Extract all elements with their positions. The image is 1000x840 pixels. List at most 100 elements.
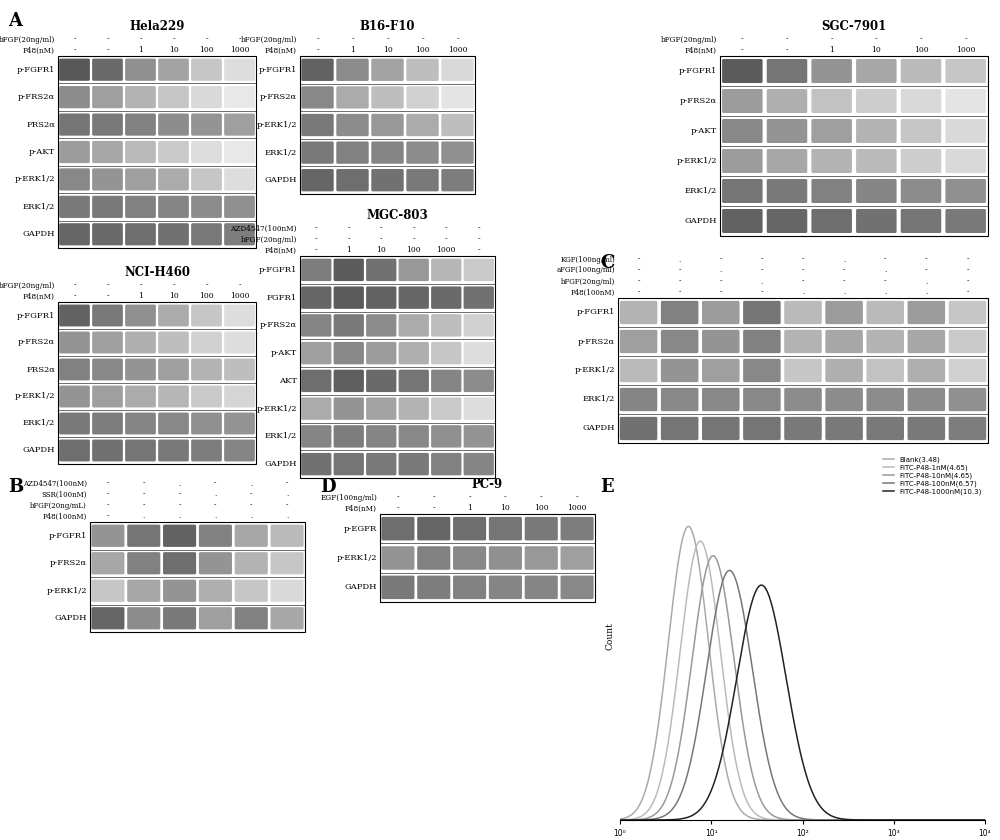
- Text: -: -: [107, 512, 109, 521]
- FancyBboxPatch shape: [158, 168, 189, 191]
- Text: FGFR1: FGFR1: [267, 294, 297, 302]
- Text: 10: 10: [871, 46, 881, 55]
- Text: p-ERK1/2: p-ERK1/2: [256, 121, 297, 129]
- Text: -: -: [720, 288, 722, 297]
- Text: -: -: [504, 493, 507, 501]
- FancyBboxPatch shape: [125, 332, 156, 354]
- Text: -: -: [238, 35, 241, 44]
- FancyBboxPatch shape: [191, 386, 222, 407]
- Text: -: -: [741, 35, 744, 44]
- Text: p-FRS2α: p-FRS2α: [18, 93, 55, 101]
- FancyBboxPatch shape: [336, 87, 369, 108]
- Text: AZD4547(100nM): AZD4547(100nM): [23, 480, 87, 487]
- FancyBboxPatch shape: [561, 546, 594, 570]
- FancyBboxPatch shape: [784, 330, 822, 353]
- Bar: [720, 56, 988, 236]
- Text: GAPDH: GAPDH: [22, 230, 55, 239]
- Text: p-ERK1/2: p-ERK1/2: [46, 587, 87, 595]
- Text: -: -: [637, 255, 640, 264]
- FancyBboxPatch shape: [431, 314, 461, 337]
- Text: -: -: [172, 281, 175, 290]
- Text: -: -: [802, 255, 804, 264]
- FancyBboxPatch shape: [856, 149, 897, 173]
- Blank(3.48): [708, 688, 720, 698]
- Text: -: -: [316, 46, 319, 55]
- Text: -: -: [637, 266, 640, 275]
- Text: p-EGFR: p-EGFR: [344, 525, 377, 533]
- Text: -: -: [214, 501, 217, 510]
- FancyBboxPatch shape: [125, 86, 156, 108]
- Text: -: -: [139, 281, 142, 290]
- Text: .: .: [802, 288, 804, 297]
- Text: .: .: [214, 512, 217, 521]
- Text: -: -: [720, 277, 722, 286]
- FancyBboxPatch shape: [271, 580, 304, 602]
- FancyBboxPatch shape: [431, 425, 461, 448]
- FancyBboxPatch shape: [366, 370, 396, 392]
- FancyBboxPatch shape: [334, 425, 364, 448]
- Text: GAPDH: GAPDH: [22, 447, 55, 454]
- Text: -: -: [477, 235, 480, 244]
- FancyBboxPatch shape: [825, 388, 863, 411]
- FancyBboxPatch shape: [908, 388, 945, 411]
- FancyBboxPatch shape: [334, 397, 364, 420]
- FancyBboxPatch shape: [811, 149, 852, 173]
- FancyBboxPatch shape: [91, 607, 124, 629]
- FITC-P48-1000nM(10.3): [780, 670, 792, 680]
- Bar: [90, 522, 305, 632]
- Line: FITC-P48-1nM(4.65): FITC-P48-1nM(4.65): [620, 541, 985, 820]
- FancyBboxPatch shape: [224, 223, 255, 245]
- FancyBboxPatch shape: [620, 301, 657, 324]
- Text: .: .: [884, 266, 886, 275]
- FITC-P48-10nM(4.65): [889, 815, 901, 825]
- Text: -: -: [351, 35, 354, 44]
- Text: 10: 10: [169, 292, 178, 301]
- FancyBboxPatch shape: [224, 305, 255, 327]
- Text: 1000: 1000: [230, 292, 249, 301]
- Text: 1000: 1000: [956, 46, 975, 55]
- FancyBboxPatch shape: [59, 412, 90, 434]
- FancyBboxPatch shape: [59, 196, 90, 218]
- FITC-P48-1000nM(10.3): [708, 779, 720, 789]
- FancyBboxPatch shape: [901, 119, 941, 143]
- Text: -: -: [966, 266, 969, 275]
- Text: -: -: [143, 501, 145, 510]
- FancyBboxPatch shape: [431, 453, 461, 475]
- FancyBboxPatch shape: [901, 209, 941, 233]
- Text: .: .: [286, 512, 288, 521]
- FancyBboxPatch shape: [59, 386, 90, 407]
- FancyBboxPatch shape: [431, 286, 461, 309]
- FancyBboxPatch shape: [784, 301, 822, 324]
- Text: .: .: [178, 512, 181, 521]
- Text: -: -: [678, 277, 681, 286]
- FancyBboxPatch shape: [901, 149, 941, 173]
- FancyBboxPatch shape: [945, 179, 986, 203]
- FITC-P48-100nM(6.57): [830, 815, 842, 825]
- Text: bFGF(20ng/ml): bFGF(20ng/ml): [661, 35, 717, 44]
- FancyBboxPatch shape: [949, 417, 986, 440]
- Text: .: .: [178, 480, 181, 487]
- FITC-P48-100nM(6.57): [858, 815, 870, 825]
- FancyBboxPatch shape: [431, 342, 461, 365]
- FITC-P48-1000nM(10.3): [679, 813, 691, 823]
- FancyBboxPatch shape: [866, 417, 904, 440]
- Text: -: -: [178, 491, 181, 498]
- FancyBboxPatch shape: [191, 59, 222, 81]
- FancyBboxPatch shape: [908, 330, 945, 353]
- FancyBboxPatch shape: [224, 59, 255, 81]
- FancyBboxPatch shape: [949, 359, 986, 382]
- Text: -: -: [205, 281, 208, 290]
- FancyBboxPatch shape: [399, 453, 429, 475]
- FancyBboxPatch shape: [825, 330, 863, 353]
- FancyBboxPatch shape: [163, 607, 196, 629]
- FancyBboxPatch shape: [191, 305, 222, 327]
- FITC-P48-1000nM(10.3): [858, 815, 870, 825]
- FancyBboxPatch shape: [224, 412, 255, 434]
- Text: P48(nM): P48(nM): [685, 46, 717, 55]
- Text: -: -: [432, 505, 435, 512]
- FancyBboxPatch shape: [336, 59, 369, 81]
- Text: -: -: [106, 292, 109, 301]
- FancyBboxPatch shape: [199, 607, 232, 629]
- Line: FITC-P48-10nM(4.65): FITC-P48-10nM(4.65): [620, 556, 985, 820]
- FancyBboxPatch shape: [825, 301, 863, 324]
